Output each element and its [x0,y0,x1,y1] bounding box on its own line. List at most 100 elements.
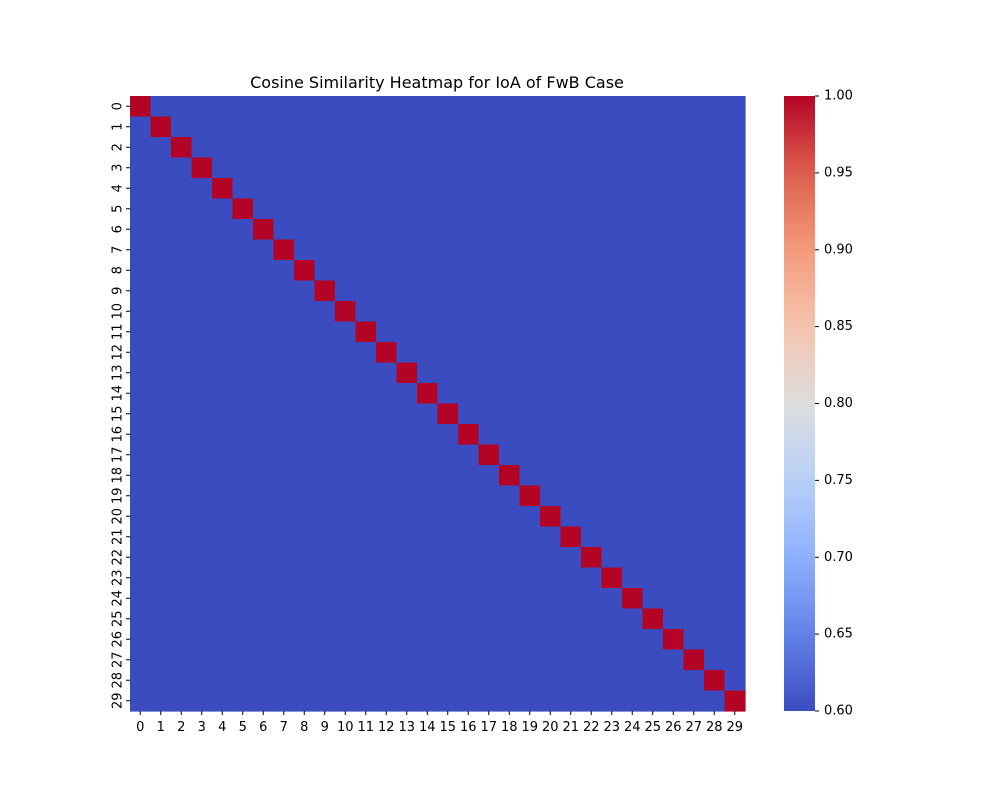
heatmap-cell [212,608,234,630]
heatmap-cell [724,506,746,528]
y-tick-label: 2 [111,143,126,151]
heatmap-cell [642,342,664,364]
heatmap-cell [540,485,562,507]
heatmap-cell [704,608,726,630]
heatmap-cell [581,670,603,692]
heatmap-cell [560,198,582,220]
heatmap-cell [478,116,500,138]
heatmap-cell [437,301,459,323]
heatmap-cell [335,608,357,630]
heatmap-cell [560,116,582,138]
heatmap-cell [519,260,541,282]
heatmap-cell [335,649,357,671]
heatmap-cell [294,506,316,528]
heatmap-cell [437,383,459,405]
heatmap-cell [478,485,500,507]
heatmap-cell [212,260,234,282]
heatmap-cell [499,629,521,651]
heatmap-cell [355,383,377,405]
heatmap-cell [622,321,644,343]
heatmap-cell [355,444,377,466]
heatmap-cell [663,690,685,712]
heatmap-cell [724,362,746,384]
heatmap-cell [499,485,521,507]
heatmap-cell [683,465,705,487]
heatmap-cell [704,690,726,712]
heatmap-cell [417,280,439,302]
heatmap-cell [314,424,336,446]
heatmap-cell [458,321,480,343]
heatmap-cell [232,383,254,405]
heatmap-cell [437,588,459,610]
heatmap-cell [212,280,234,302]
heatmap-cell [540,219,562,241]
y-tick-label: 0 [111,102,126,110]
heatmap-cell [130,526,152,548]
heatmap-cell [724,116,746,138]
heatmap-cell [622,629,644,651]
x-tick-label: 21 [562,720,579,735]
heatmap-cell [683,526,705,548]
colorbar [784,96,815,711]
heatmap-cell [355,198,377,220]
heatmap-cell [355,403,377,425]
heatmap-cell [130,629,152,651]
heatmap-cell [683,424,705,446]
heatmap-cell [478,280,500,302]
x-tick-label: 2 [177,720,185,735]
heatmap-cell [150,362,172,384]
heatmap-cell [417,383,439,405]
heatmap-cell [458,465,480,487]
heatmap-cell [437,670,459,692]
heatmap-cell [335,137,357,159]
heatmap-cell [376,629,398,651]
heatmap-cell [253,198,275,220]
heatmap-cell [601,547,623,569]
heatmap-cell [601,96,623,118]
heatmap-cell [232,485,254,507]
heatmap-cell [417,403,439,425]
colorbar-tick-label: 0.65 [824,627,853,642]
heatmap-cell [396,157,418,179]
y-tick-label: 25 [111,610,126,627]
heatmap-cell [683,547,705,569]
heatmap-cell [663,403,685,425]
x-tick-label: 6 [259,720,267,735]
heatmap-cell [232,157,254,179]
heatmap-cell [704,506,726,528]
heatmap-cell [622,608,644,630]
heatmap-cell [130,301,152,323]
heatmap-cell [150,383,172,405]
heatmap-cell [683,137,705,159]
heatmap-cell [212,239,234,261]
heatmap-cell [622,690,644,712]
heatmap-cell [355,219,377,241]
heatmap-cell [191,239,213,261]
heatmap-cell [560,280,582,302]
heatmap-cell [663,362,685,384]
heatmap-cell [335,670,357,692]
heatmap-cell [396,198,418,220]
heatmap-cell [663,547,685,569]
heatmap-cell [601,342,623,364]
heatmap-cell [376,342,398,364]
heatmap-cell [519,239,541,261]
heatmap-cell [683,383,705,405]
heatmap-cell [191,403,213,425]
heatmap-cell [642,198,664,220]
heatmap-cell [314,526,336,548]
heatmap-cell [663,301,685,323]
heatmap-cell [458,424,480,446]
heatmap-cell [232,506,254,528]
heatmap-cell [294,424,316,446]
heatmap-cell [294,649,316,671]
y-tick-label: 15 [111,405,126,422]
heatmap-cell [478,567,500,589]
heatmap-cell [704,157,726,179]
heatmap-cell [499,403,521,425]
heatmap-cell [191,465,213,487]
heatmap-cell [581,116,603,138]
heatmap-cell [314,383,336,405]
heatmap-cell [273,321,295,343]
y-tick-label: 24 [111,590,126,607]
